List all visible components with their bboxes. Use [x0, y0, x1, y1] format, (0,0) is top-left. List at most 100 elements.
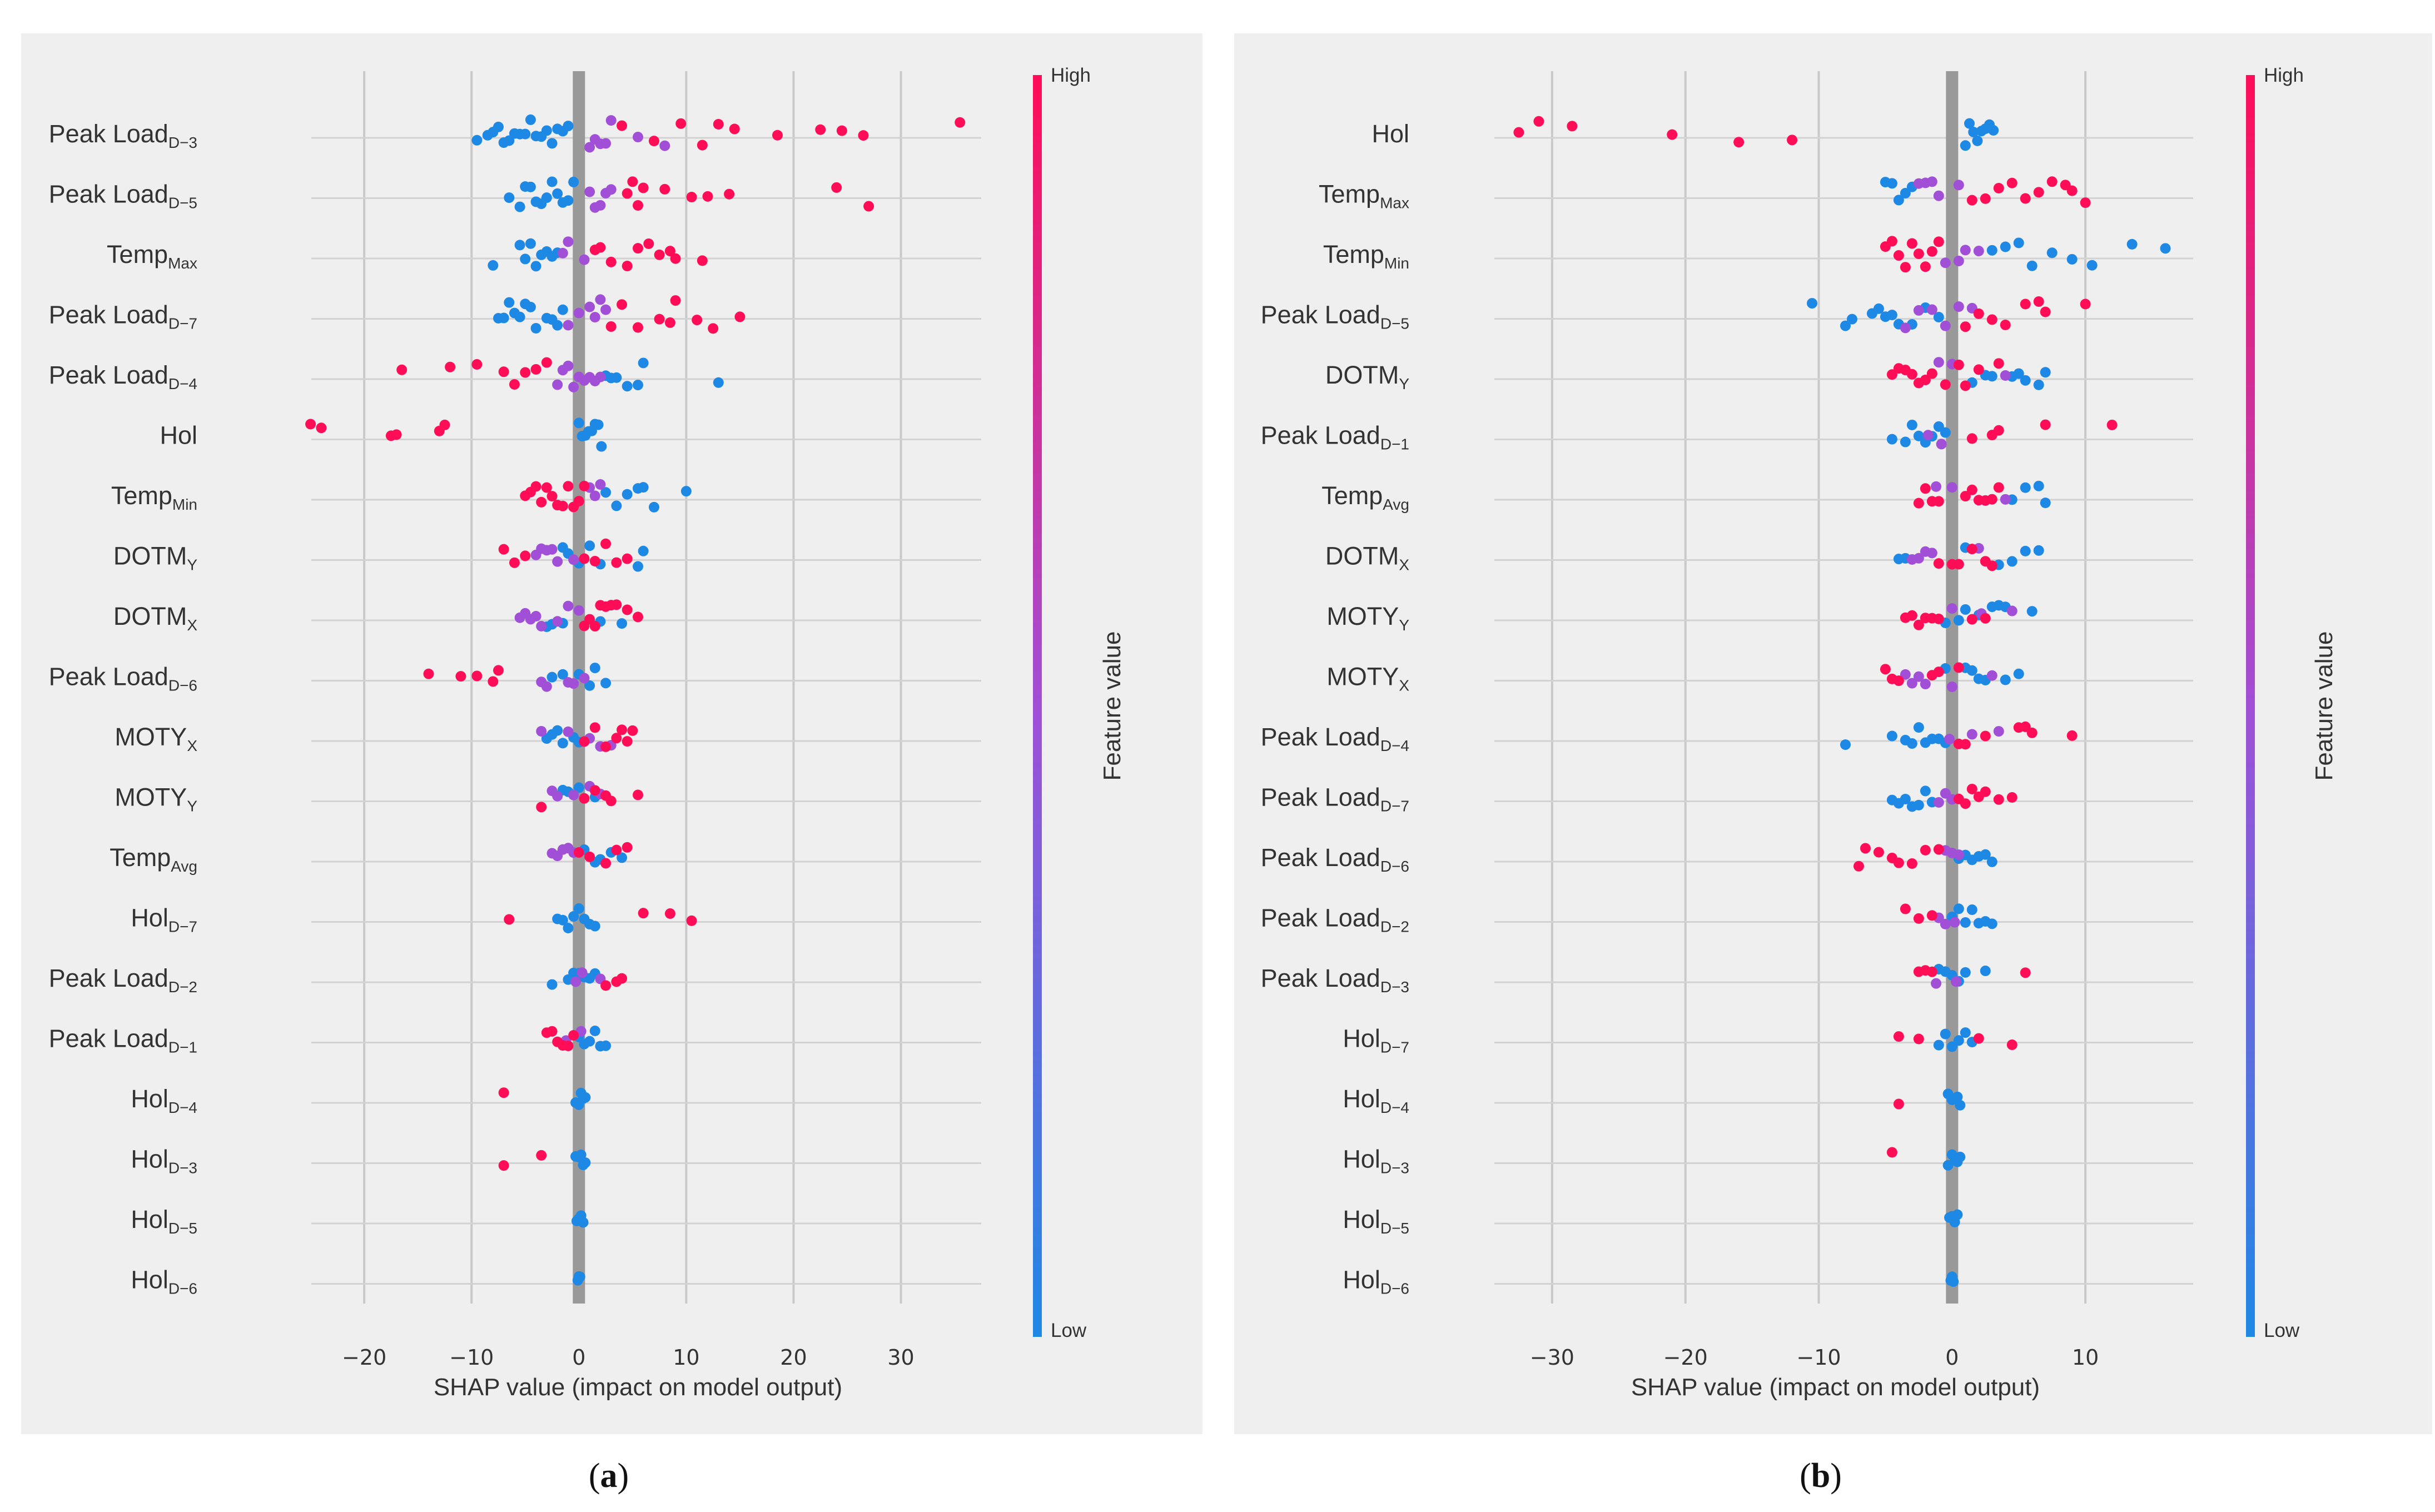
shap-point: [1913, 305, 1924, 316]
shap-point: [1906, 858, 1917, 869]
feature-label: Hol: [160, 421, 197, 450]
shap-point: [2020, 375, 2031, 386]
shap-point: [1953, 1035, 1964, 1046]
shap-point: [1980, 849, 1991, 860]
feature-label: TempMin: [1323, 240, 1409, 272]
shap-point: [1926, 246, 1937, 257]
x-tick-label: 0: [572, 1345, 585, 1370]
shap-point: [568, 911, 579, 922]
shap-point: [2020, 545, 2031, 556]
shap-point: [611, 599, 622, 610]
x-axis-label: SHAP value (impact on model output): [434, 1374, 842, 1401]
shap-point: [1926, 910, 1937, 921]
shap-point: [1993, 358, 2004, 369]
shap-point: [498, 1087, 509, 1098]
shap-point: [1964, 118, 1975, 129]
shap-point: [579, 480, 590, 491]
shap-point: [498, 366, 509, 377]
shap-point: [617, 299, 628, 310]
shap-point: [2160, 243, 2171, 254]
shap-point: [536, 725, 547, 737]
shap-point: [664, 246, 675, 257]
shap-point: [1980, 613, 1991, 624]
shap-point: [2013, 668, 2024, 679]
shap-point: [617, 852, 628, 863]
shap-point: [509, 379, 520, 390]
shap-point: [1953, 359, 1964, 370]
feature-label: Peak LoadD−3: [49, 120, 197, 151]
shap-point: [557, 500, 568, 511]
shap-point: [1952, 1091, 1963, 1102]
shap-point: [305, 419, 316, 430]
shap-point: [1933, 190, 1944, 201]
shap-point: [573, 496, 584, 507]
shap-point: [2046, 176, 2058, 187]
shap-point: [1980, 193, 1991, 204]
shap-point: [611, 733, 622, 744]
shap-point: [2033, 296, 2044, 307]
shap-point: [659, 140, 670, 151]
shap-point: [1973, 308, 1984, 319]
shap-point: [525, 114, 536, 125]
feature-label: Peak LoadD−2: [1261, 904, 1409, 936]
shap-point: [1960, 140, 1971, 151]
shap-point: [504, 192, 515, 203]
shap-point: [2006, 792, 2017, 803]
shap-point: [589, 663, 600, 674]
shap-point: [2000, 370, 2011, 381]
shap-point: [1913, 1033, 1924, 1045]
shap-point: [600, 1040, 612, 1051]
x-tick-label: −20: [1663, 1345, 1708, 1370]
shap-point: [617, 973, 628, 984]
shap-point: [520, 253, 531, 265]
shap-point: [530, 481, 541, 492]
shap-point: [423, 668, 434, 679]
shap-point: [617, 618, 628, 629]
shap-point: [530, 261, 541, 272]
shap-point: [530, 610, 541, 621]
shap-point: [514, 240, 525, 251]
shap-point: [595, 242, 606, 253]
shap-point: [664, 317, 675, 328]
shap-point: [563, 195, 574, 206]
shap-point: [1893, 195, 1904, 206]
shap-point: [595, 200, 606, 211]
shap-point: [1960, 604, 1971, 615]
shap-point: [1973, 364, 1984, 375]
shap-point: [568, 678, 579, 689]
shap-point: [589, 1026, 600, 1037]
shap-point: [546, 544, 558, 555]
shap-point: [1960, 321, 1971, 332]
shap-point: [1920, 844, 1931, 856]
shap-point: [1926, 548, 1937, 559]
shap-point: [1986, 670, 1997, 681]
shap-point: [713, 377, 724, 388]
shap-point: [622, 381, 633, 392]
shap-point: [1853, 861, 1864, 872]
shap-point: [488, 260, 499, 271]
feature-label: HolD−5: [131, 1205, 197, 1237]
shap-point: [1944, 734, 1955, 745]
shap-point: [1931, 978, 1942, 989]
shap-point: [697, 140, 708, 151]
shap-point: [1933, 236, 1944, 247]
shap-point: [836, 125, 847, 136]
shap-point: [1893, 675, 1904, 687]
shap-point: [1966, 783, 1977, 794]
shap-point: [611, 500, 622, 511]
shap-point: [498, 544, 509, 555]
shap-point: [573, 605, 584, 616]
shap-point: [498, 312, 509, 324]
shap-point: [2040, 498, 2051, 509]
shap-point: [734, 311, 746, 322]
shap-point: [563, 360, 574, 371]
shap-point: [2020, 299, 2031, 310]
shap-point: [600, 980, 612, 991]
shap-point: [686, 915, 697, 926]
feature-label: DOTMY: [113, 542, 197, 574]
shap-point: [605, 256, 617, 267]
shap-point: [584, 301, 595, 312]
shap-point: [1986, 918, 1997, 929]
shap-point: [1933, 797, 1944, 808]
shap-point: [2026, 260, 2038, 271]
